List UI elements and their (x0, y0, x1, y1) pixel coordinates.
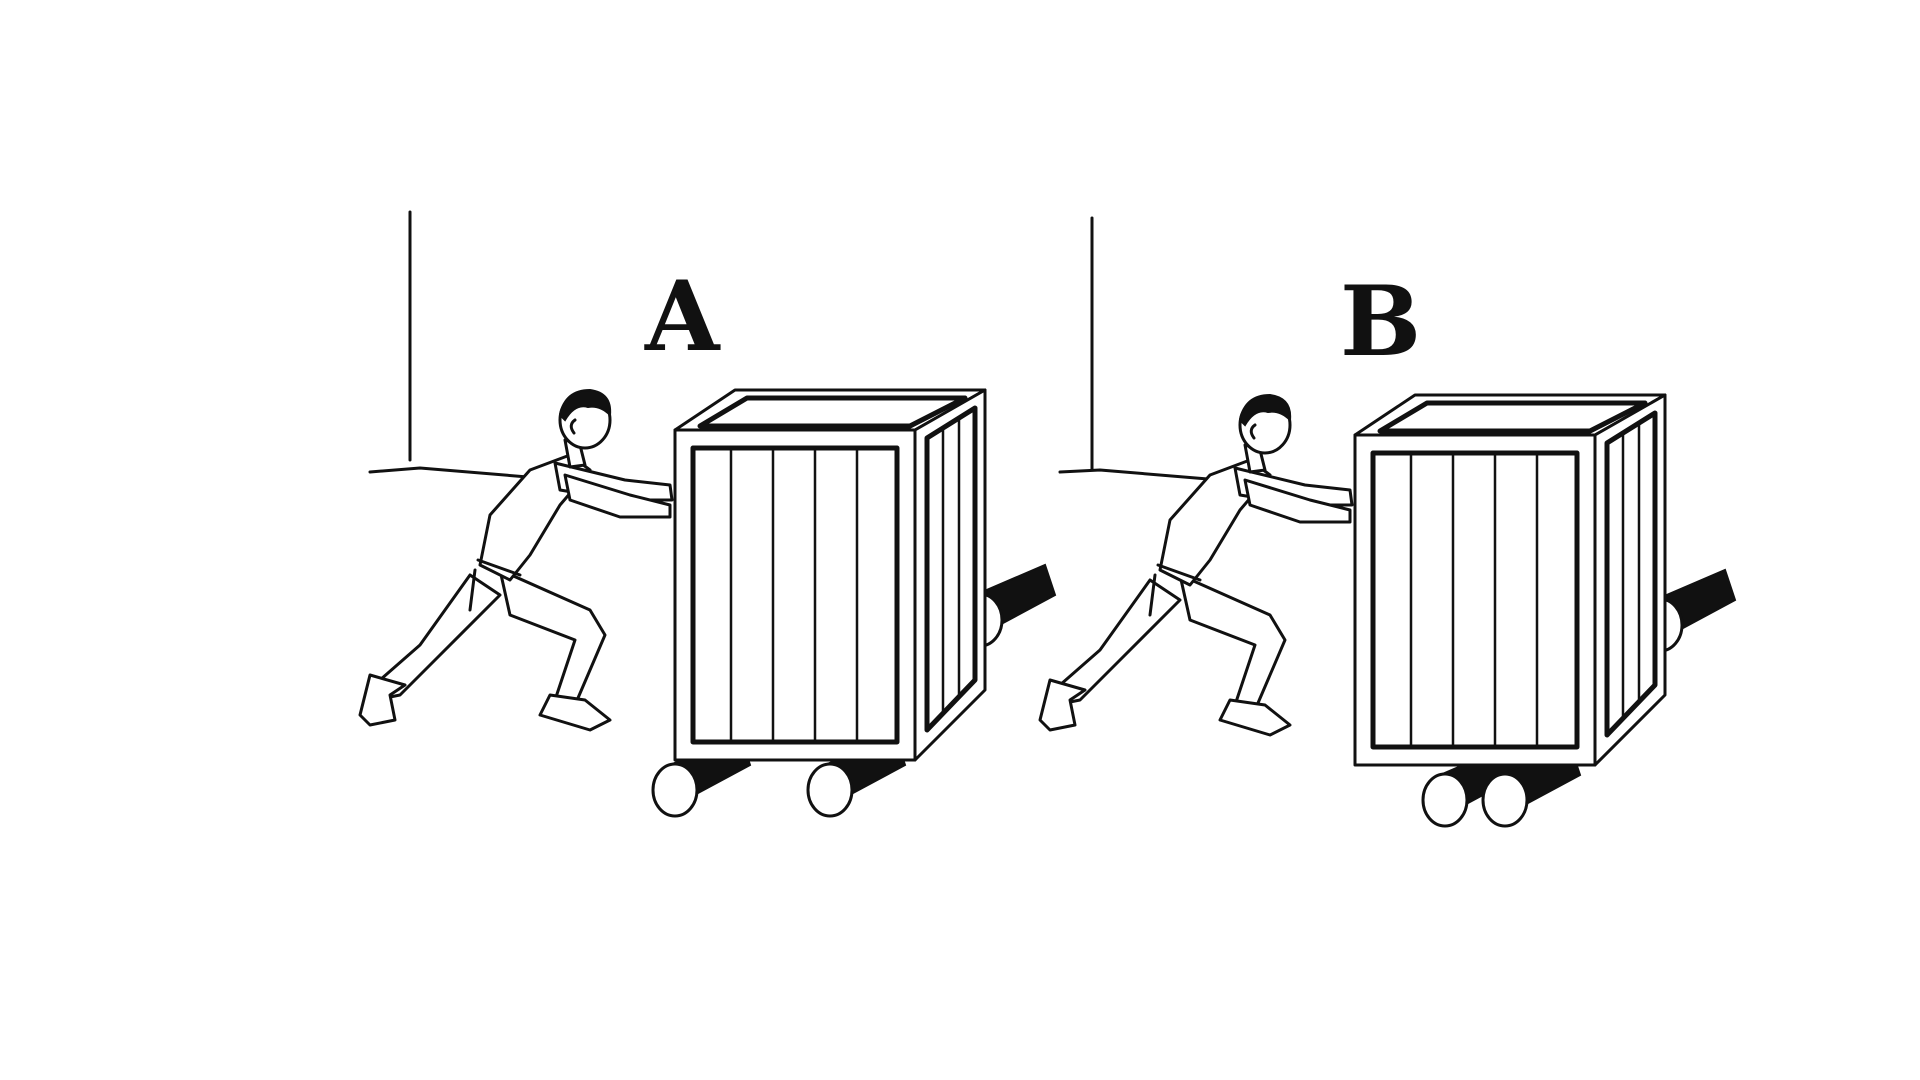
crate-a (675, 390, 985, 760)
crate-b (1355, 395, 1665, 765)
floor-line-b (1058, 468, 1222, 482)
panel-a: A (358, 210, 1057, 818)
floor-line-a (368, 466, 542, 480)
panel-label-a: A (644, 260, 721, 373)
panel-label-b: B (1340, 265, 1421, 378)
panel-b: B (1038, 216, 1737, 828)
man-pushing-a (358, 388, 674, 732)
man-pushing-b (1038, 393, 1354, 737)
